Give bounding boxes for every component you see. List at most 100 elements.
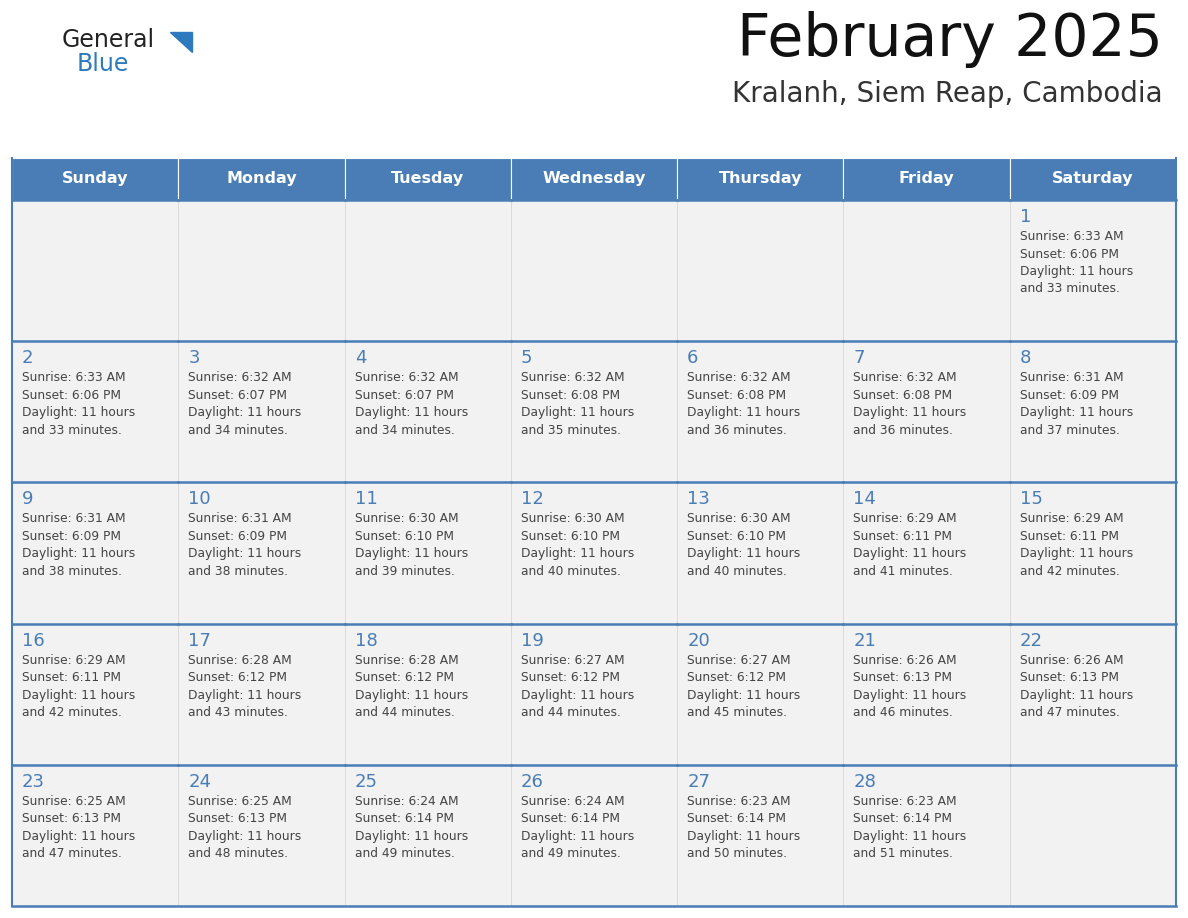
Text: Sunrise: 6:30 AM: Sunrise: 6:30 AM: [687, 512, 791, 525]
Bar: [843, 623, 1010, 765]
Text: and 39 minutes.: and 39 minutes.: [354, 565, 455, 578]
Text: and 34 minutes.: and 34 minutes.: [188, 424, 289, 437]
Text: and 42 minutes.: and 42 minutes.: [1019, 565, 1119, 578]
Text: Sunset: 6:13 PM: Sunset: 6:13 PM: [853, 671, 953, 684]
Text: and 42 minutes.: and 42 minutes.: [23, 706, 122, 719]
Bar: [1010, 341, 1176, 482]
Text: and 34 minutes.: and 34 minutes.: [354, 424, 455, 437]
Text: Monday: Monday: [226, 172, 297, 186]
Text: Sunrise: 6:33 AM: Sunrise: 6:33 AM: [1019, 230, 1124, 243]
Bar: [511, 623, 677, 765]
Text: Sunset: 6:09 PM: Sunset: 6:09 PM: [1019, 388, 1119, 402]
Text: Sunrise: 6:32 AM: Sunrise: 6:32 AM: [354, 371, 459, 385]
Bar: [12, 158, 178, 200]
Text: Sunset: 6:10 PM: Sunset: 6:10 PM: [354, 530, 454, 543]
Text: Sunrise: 6:28 AM: Sunrise: 6:28 AM: [188, 654, 292, 666]
Text: Daylight: 11 hours: Daylight: 11 hours: [1019, 406, 1133, 420]
Text: and 40 minutes.: and 40 minutes.: [687, 565, 786, 578]
Text: and 49 minutes.: and 49 minutes.: [520, 847, 621, 860]
Text: Daylight: 11 hours: Daylight: 11 hours: [23, 547, 135, 560]
Text: Daylight: 11 hours: Daylight: 11 hours: [520, 547, 634, 560]
Text: Daylight: 11 hours: Daylight: 11 hours: [1019, 547, 1133, 560]
Bar: [511, 200, 677, 341]
Text: Sunrise: 6:23 AM: Sunrise: 6:23 AM: [687, 795, 791, 808]
Text: and 47 minutes.: and 47 minutes.: [1019, 706, 1119, 719]
Text: and 49 minutes.: and 49 minutes.: [354, 847, 455, 860]
Text: Daylight: 11 hours: Daylight: 11 hours: [188, 830, 302, 843]
Text: Sunrise: 6:27 AM: Sunrise: 6:27 AM: [520, 654, 625, 666]
Text: Sunrise: 6:25 AM: Sunrise: 6:25 AM: [23, 795, 126, 808]
Text: Daylight: 11 hours: Daylight: 11 hours: [853, 406, 967, 420]
Text: 7: 7: [853, 349, 865, 367]
Text: Sunrise: 6:32 AM: Sunrise: 6:32 AM: [520, 371, 625, 385]
Bar: [178, 765, 345, 906]
Bar: [677, 623, 843, 765]
Text: and 46 minutes.: and 46 minutes.: [853, 706, 953, 719]
Text: 3: 3: [188, 349, 200, 367]
Text: Sunset: 6:11 PM: Sunset: 6:11 PM: [1019, 530, 1119, 543]
Text: Daylight: 11 hours: Daylight: 11 hours: [853, 547, 967, 560]
Text: 21: 21: [853, 632, 877, 650]
Text: Sunrise: 6:32 AM: Sunrise: 6:32 AM: [853, 371, 958, 385]
Text: 23: 23: [23, 773, 45, 790]
Text: Daylight: 11 hours: Daylight: 11 hours: [1019, 265, 1133, 278]
Text: 13: 13: [687, 490, 710, 509]
Text: Kralanh, Siem Reap, Cambodia: Kralanh, Siem Reap, Cambodia: [732, 80, 1163, 108]
Bar: [1010, 200, 1176, 341]
Text: Sunrise: 6:27 AM: Sunrise: 6:27 AM: [687, 654, 791, 666]
Text: 10: 10: [188, 490, 211, 509]
Bar: [843, 341, 1010, 482]
Text: Sunrise: 6:30 AM: Sunrise: 6:30 AM: [354, 512, 459, 525]
Text: Daylight: 11 hours: Daylight: 11 hours: [354, 406, 468, 420]
Text: and 33 minutes.: and 33 minutes.: [23, 424, 122, 437]
Text: 16: 16: [23, 632, 45, 650]
Text: Sunrise: 6:32 AM: Sunrise: 6:32 AM: [188, 371, 292, 385]
Text: Sunrise: 6:24 AM: Sunrise: 6:24 AM: [520, 795, 625, 808]
Bar: [345, 341, 511, 482]
Text: 25: 25: [354, 773, 378, 790]
Text: Daylight: 11 hours: Daylight: 11 hours: [520, 688, 634, 701]
Text: Sunrise: 6:26 AM: Sunrise: 6:26 AM: [1019, 654, 1124, 666]
Bar: [843, 482, 1010, 623]
Text: Blue: Blue: [77, 52, 129, 76]
Text: Sunrise: 6:32 AM: Sunrise: 6:32 AM: [687, 371, 791, 385]
Text: Sunset: 6:09 PM: Sunset: 6:09 PM: [23, 530, 121, 543]
Bar: [178, 341, 345, 482]
Text: 14: 14: [853, 490, 877, 509]
Text: Sunset: 6:06 PM: Sunset: 6:06 PM: [1019, 248, 1119, 261]
Text: 20: 20: [687, 632, 710, 650]
Bar: [178, 482, 345, 623]
Text: Sunrise: 6:26 AM: Sunrise: 6:26 AM: [853, 654, 958, 666]
Text: 2: 2: [23, 349, 33, 367]
Text: Sunset: 6:07 PM: Sunset: 6:07 PM: [354, 388, 454, 402]
Text: Sunset: 6:14 PM: Sunset: 6:14 PM: [354, 812, 454, 825]
Text: 27: 27: [687, 773, 710, 790]
Text: Sunrise: 6:25 AM: Sunrise: 6:25 AM: [188, 795, 292, 808]
Text: Sunset: 6:14 PM: Sunset: 6:14 PM: [520, 812, 620, 825]
Text: and 51 minutes.: and 51 minutes.: [853, 847, 954, 860]
Text: and 36 minutes.: and 36 minutes.: [853, 424, 953, 437]
Text: and 35 minutes.: and 35 minutes.: [520, 424, 621, 437]
Text: Sunset: 6:08 PM: Sunset: 6:08 PM: [853, 388, 953, 402]
Text: Sunset: 6:12 PM: Sunset: 6:12 PM: [520, 671, 620, 684]
Text: Daylight: 11 hours: Daylight: 11 hours: [354, 547, 468, 560]
Text: Sunset: 6:10 PM: Sunset: 6:10 PM: [687, 530, 786, 543]
Text: Sunset: 6:13 PM: Sunset: 6:13 PM: [1019, 671, 1119, 684]
Text: Sunrise: 6:33 AM: Sunrise: 6:33 AM: [23, 371, 126, 385]
Text: 1: 1: [1019, 208, 1031, 226]
Text: 22: 22: [1019, 632, 1043, 650]
Text: Sunset: 6:13 PM: Sunset: 6:13 PM: [188, 812, 287, 825]
Text: 9: 9: [23, 490, 33, 509]
Text: 24: 24: [188, 773, 211, 790]
Bar: [511, 158, 677, 200]
Bar: [178, 200, 345, 341]
Bar: [12, 341, 178, 482]
Bar: [1010, 158, 1176, 200]
Text: and 43 minutes.: and 43 minutes.: [188, 706, 289, 719]
Text: Sunrise: 6:29 AM: Sunrise: 6:29 AM: [1019, 512, 1124, 525]
Bar: [178, 158, 345, 200]
Text: 15: 15: [1019, 490, 1043, 509]
Text: and 37 minutes.: and 37 minutes.: [1019, 424, 1119, 437]
Bar: [511, 341, 677, 482]
Text: Daylight: 11 hours: Daylight: 11 hours: [188, 688, 302, 701]
